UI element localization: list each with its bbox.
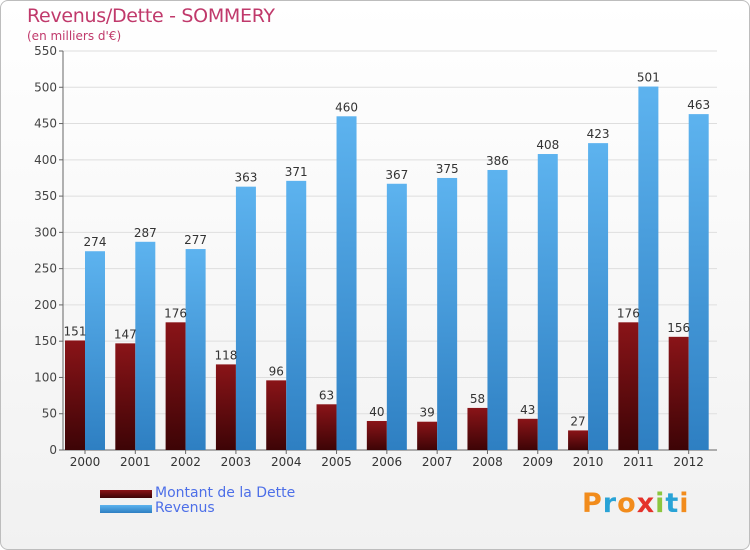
bar-debt-2005 <box>316 404 337 450</box>
logo-letter: o <box>617 488 637 519</box>
x-tick-label: 2008 <box>472 455 503 469</box>
bar-debt-2003 <box>215 364 236 450</box>
data-labels: 151 274 147 287 176 277 118 363 96 371 63 460 40 367 3… <box>64 71 711 429</box>
data-label-debt-2008: 58 <box>470 392 485 406</box>
data-label-debt-2011: 176 <box>617 306 640 320</box>
x-tick-label: 2010 <box>573 455 604 469</box>
x-tick-label: 2007 <box>422 455 453 469</box>
data-label-revenue-2011: 501 <box>637 71 660 85</box>
bar-revenue-2004 <box>286 180 307 450</box>
x-tick-label: 2012 <box>673 455 704 469</box>
y-tick-label: 0 <box>49 443 57 457</box>
data-label-revenue-2010: 423 <box>587 127 610 141</box>
y-tick-label: 150 <box>34 334 57 348</box>
x-tick-label: 2011 <box>623 455 654 469</box>
legend-swatch-revenue <box>100 505 152 513</box>
bars <box>65 86 709 451</box>
x-tick-label: 2002 <box>170 455 201 469</box>
data-label-revenue-2002: 277 <box>184 233 207 247</box>
data-label-debt-2002: 176 <box>164 306 187 320</box>
bar-revenue-2011 <box>638 86 659 450</box>
data-label-revenue-2001: 287 <box>134 226 157 240</box>
data-label-debt-2006: 40 <box>369 405 384 419</box>
bar-revenue-2000 <box>85 251 105 450</box>
data-label-revenue-2005: 460 <box>335 100 358 114</box>
data-label-revenue-2004: 371 <box>285 165 308 179</box>
x-axis: 2000 2001 2002 2003 2004 2005 2006 2007 2008 2009… <box>70 450 704 469</box>
bar-debt-2000 <box>65 340 85 450</box>
data-label-debt-2005: 63 <box>319 388 334 402</box>
logo-letter: x <box>636 488 656 519</box>
bar-debt-2004 <box>266 380 287 450</box>
y-tick-label: 200 <box>34 298 57 312</box>
legend-swatch-debt <box>100 490 152 498</box>
data-label-debt-2003: 118 <box>214 348 237 362</box>
bar-debt-2011 <box>618 322 639 450</box>
bar-revenue-2002 <box>185 249 206 450</box>
data-label-debt-2007: 39 <box>420 406 435 420</box>
y-tick-label: 250 <box>34 262 57 276</box>
y-tick-label: 100 <box>34 370 57 384</box>
data-label-debt-2009: 43 <box>520 403 535 417</box>
chart-subtitle: (en milliers d'€) <box>27 29 122 43</box>
data-label-debt-2012: 156 <box>667 321 690 335</box>
bar-revenue-2010 <box>588 143 609 450</box>
y-tick-label: 550 <box>34 44 57 58</box>
bar-debt-2010 <box>568 430 589 450</box>
bar-debt-2009 <box>517 418 538 450</box>
bar-debt-2001 <box>115 343 136 450</box>
y-tick-label: 50 <box>42 407 57 421</box>
x-tick-label: 2004 <box>271 455 302 469</box>
legend-label-debt: Montant de la Dette <box>155 485 296 501</box>
bar-debt-2008 <box>467 407 488 450</box>
logo-letter: P <box>582 488 603 519</box>
x-tick-label: 2009 <box>522 455 553 469</box>
bar-debt-2002 <box>165 322 186 450</box>
bar-debt-2007 <box>417 421 438 450</box>
logo-letter: t <box>665 488 680 519</box>
bar-revenue-2009 <box>537 154 558 451</box>
logo-letter: i <box>679 488 690 519</box>
bar-revenue-2006 <box>386 183 407 450</box>
data-label-revenue-2007: 375 <box>436 162 459 176</box>
bar-revenue-2003 <box>235 186 256 450</box>
data-label-revenue-2008: 386 <box>486 154 509 168</box>
bar-revenue-2005 <box>336 116 357 451</box>
data-label-revenue-2000: 274 <box>84 235 107 249</box>
data-label-debt-2010: 27 <box>570 414 585 428</box>
logo-letter: i <box>655 488 666 519</box>
proxiti-logo: Proxiti <box>582 488 690 519</box>
data-label-debt-2004: 96 <box>269 364 284 378</box>
y-tick-label: 300 <box>34 225 57 239</box>
data-label-debt-2001: 147 <box>114 327 137 341</box>
x-tick-label: 2005 <box>321 455 352 469</box>
data-label-revenue-2012: 463 <box>687 98 710 112</box>
y-tick-label: 350 <box>34 189 57 203</box>
x-tick-label: 2001 <box>120 455 151 469</box>
x-tick-label: 2006 <box>372 455 403 469</box>
legend-label-revenue: Revenus <box>155 500 215 516</box>
data-label-revenue-2009: 408 <box>536 138 559 152</box>
logo-letter: r <box>602 488 618 519</box>
bar-debt-2006 <box>366 420 387 450</box>
y-tick-label: 450 <box>34 117 57 131</box>
bar-revenue-2001 <box>135 241 156 450</box>
data-label-revenue-2003: 363 <box>234 171 257 185</box>
data-label-revenue-2006: 367 <box>385 168 408 182</box>
y-tick-label: 500 <box>34 80 57 94</box>
x-tick-label: 2003 <box>221 455 252 469</box>
chart-title: Revenus/Dette - SOMMERY <box>27 5 275 27</box>
bar-revenue-2012 <box>688 114 709 450</box>
bar-revenue-2007 <box>437 177 458 451</box>
bar-revenue-2008 <box>487 169 508 450</box>
data-label-debt-2000: 151 <box>64 324 87 338</box>
x-tick-label: 2000 <box>70 455 101 469</box>
bar-debt-2012 <box>668 336 689 450</box>
y-tick-label: 400 <box>34 153 57 167</box>
